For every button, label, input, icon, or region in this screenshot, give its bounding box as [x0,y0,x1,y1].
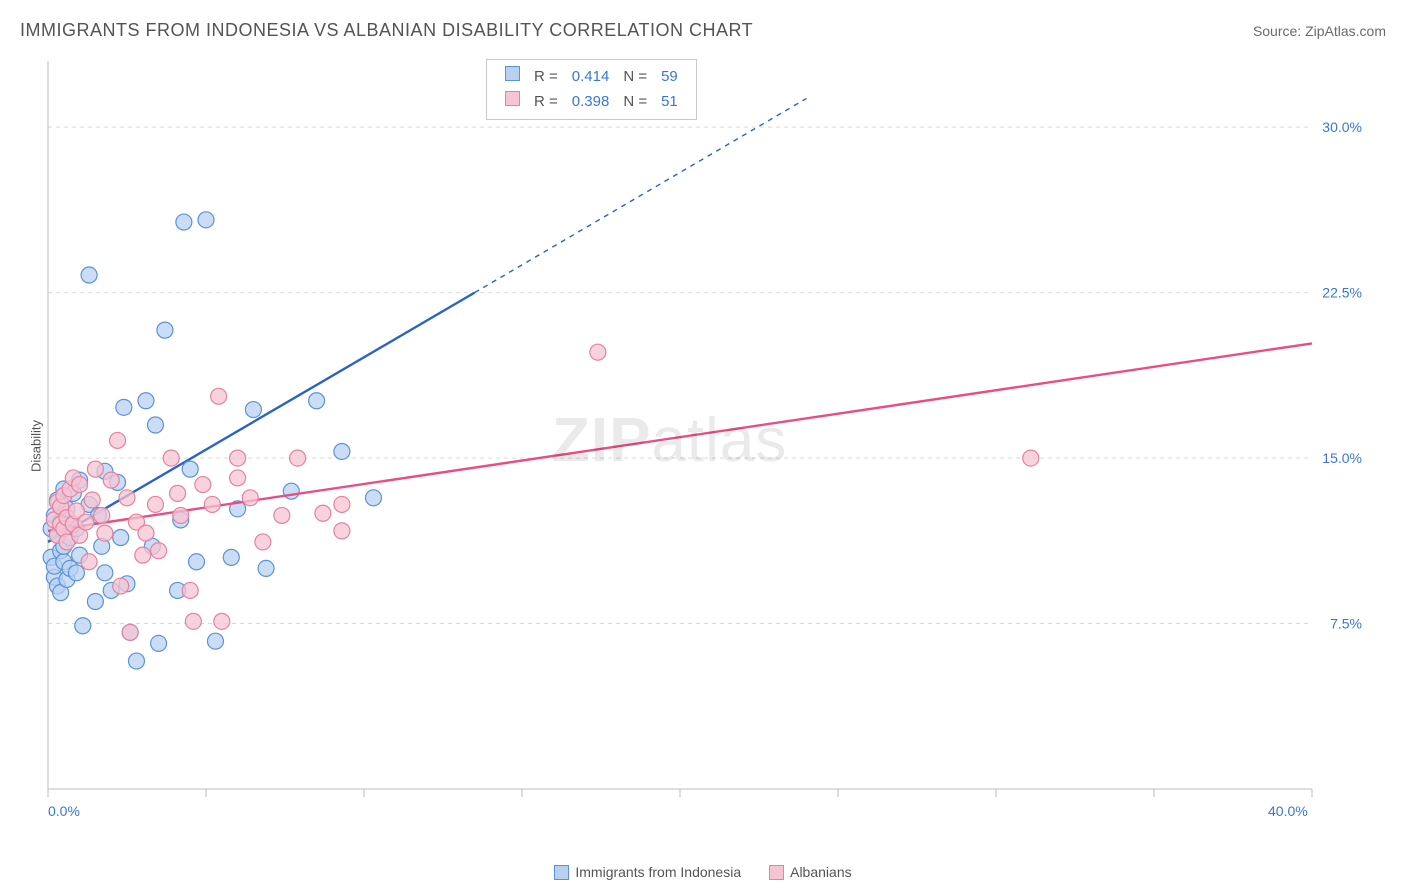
data-point [87,593,103,609]
data-point [103,472,119,488]
data-point [75,618,91,634]
legend-label: Albanians [790,864,852,880]
data-point [151,635,167,651]
data-point [138,393,154,409]
data-point [315,505,331,521]
legend-item: Albanians [769,864,852,880]
data-point [135,547,151,563]
legend-swatch [554,865,569,880]
data-point [128,653,144,669]
data-point [365,490,381,506]
series-swatch [505,66,520,81]
data-point [170,485,186,501]
data-point [182,461,198,477]
data-point [214,613,230,629]
stat-n-label: N = [617,91,653,114]
y-tick-label: 15.0% [1322,450,1362,466]
data-point [173,507,189,523]
x-axis-max-label: 40.0% [1268,803,1308,819]
data-point [334,443,350,459]
stat-r-value: 0.414 [566,66,616,89]
data-point [87,461,103,477]
data-point [1023,450,1039,466]
legend-item: Immigrants from Indonesia [554,864,741,880]
source-name: ZipAtlas.com [1305,23,1386,39]
data-point [110,432,126,448]
data-point [290,450,306,466]
data-point [163,450,179,466]
chart-title: IMMIGRANTS FROM INDONESIA VS ALBANIAN DI… [20,20,753,41]
stat-r-value: 0.398 [566,91,616,114]
data-point [182,582,198,598]
correlation-stats-box: R =0.414N =59R =0.398N =51 [486,59,697,120]
data-point [274,507,290,523]
series-swatch [505,91,520,106]
data-point [147,496,163,512]
data-point [81,554,97,570]
source-credit: Source: ZipAtlas.com [1253,23,1386,39]
data-point [122,624,138,640]
stats-row: R =0.414N =59 [499,66,684,89]
data-point [204,496,220,512]
data-point [116,399,132,415]
y-tick-label: 22.5% [1322,285,1362,301]
legend: Immigrants from Indonesia Albanians [0,864,1406,880]
stat-n-value: 59 [655,66,684,89]
data-point [185,613,201,629]
data-point [94,507,110,523]
data-point [211,388,227,404]
data-point [242,490,258,506]
data-point [68,565,84,581]
data-point [230,450,246,466]
data-point [151,543,167,559]
data-point [113,530,129,546]
stat-r-label: R = [528,91,564,114]
data-point [78,514,94,530]
data-point [255,534,271,550]
legend-label: Immigrants from Indonesia [575,864,741,880]
stats-table: R =0.414N =59R =0.398N =51 [497,64,686,115]
y-tick-label: 30.0% [1322,119,1362,135]
data-point [198,212,214,228]
data-point [590,344,606,360]
data-point [189,554,205,570]
scatter-plot: 7.5%15.0%22.5%30.0% ZIPatlas R =0.414N =… [42,55,1372,825]
data-point [97,525,113,541]
data-point [97,565,113,581]
data-point [245,402,261,418]
source-prefix: Source: [1253,23,1305,39]
y-tick-label: 7.5% [1330,616,1362,632]
legend-swatch [769,865,784,880]
data-point [119,490,135,506]
data-point [81,267,97,283]
data-point [230,470,246,486]
data-point [195,477,211,493]
data-point [157,322,173,338]
data-point [147,417,163,433]
data-point [207,633,223,649]
stat-n-label: N = [617,66,653,89]
data-point [84,492,100,508]
stat-r-label: R = [528,66,564,89]
data-point [334,496,350,512]
data-point [309,393,325,409]
data-point [223,549,239,565]
chart-canvas: 7.5% 15.0% 22.5% 30.0% [42,55,1372,825]
data-point [334,523,350,539]
stat-n-value: 51 [655,91,684,114]
x-axis-min-label: 0.0% [48,803,80,819]
data-point [138,525,154,541]
data-point [72,477,88,493]
data-point [176,214,192,230]
stats-row: R =0.398N =51 [499,91,684,114]
data-point [258,560,274,576]
data-point [113,578,129,594]
